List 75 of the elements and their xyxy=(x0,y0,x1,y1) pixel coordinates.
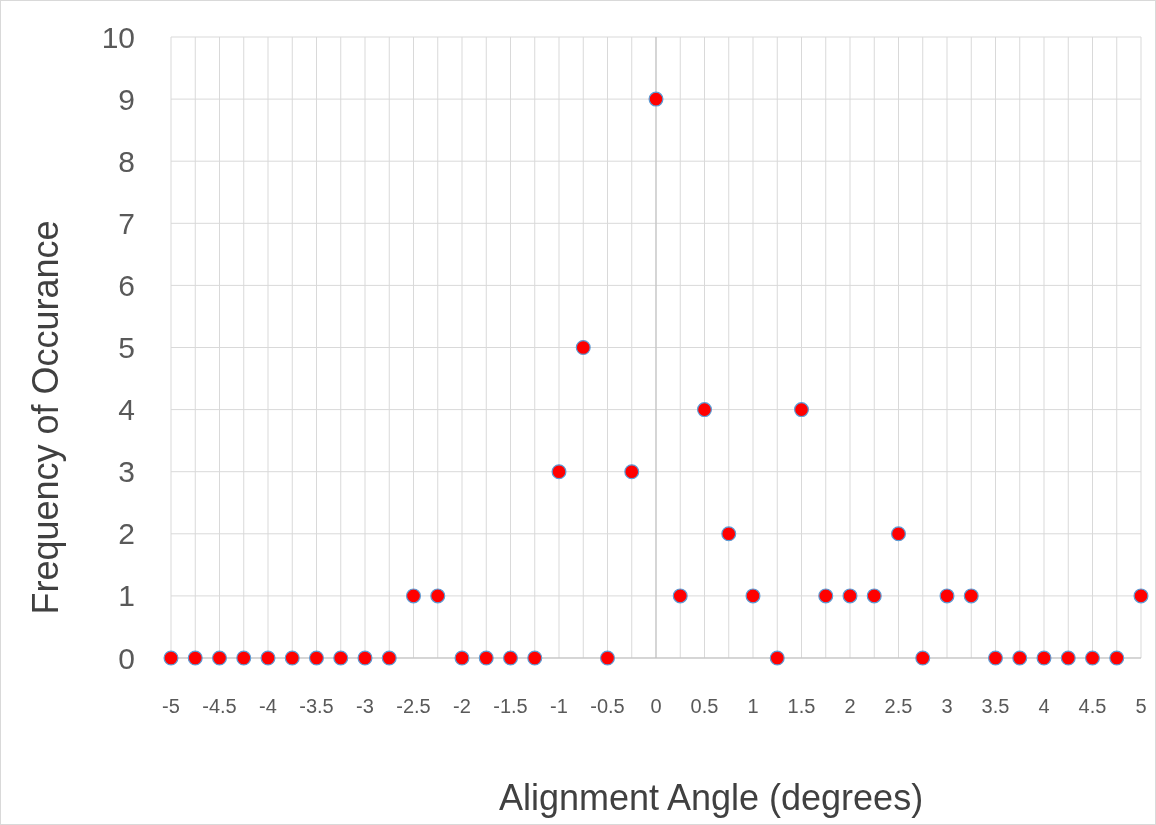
y-tick-label: 0 xyxy=(118,641,135,675)
y-axis-title: Frequency of Occurance xyxy=(25,220,66,615)
x-tick-label: -1 xyxy=(550,695,568,717)
y-tick-label: 4 xyxy=(118,393,135,427)
point xyxy=(890,526,907,542)
point xyxy=(236,650,252,666)
point xyxy=(381,650,397,666)
point xyxy=(1012,650,1028,666)
x-tick-label: -4 xyxy=(259,695,277,717)
y-tick-label: 7 xyxy=(118,206,135,240)
x-tick-label: -4.5 xyxy=(202,695,237,717)
point xyxy=(308,650,325,666)
point xyxy=(1060,650,1076,666)
point xyxy=(551,464,567,480)
y-tick-label: 8 xyxy=(118,144,135,178)
point xyxy=(818,588,834,604)
point xyxy=(939,588,955,604)
x-tick-label: 4.5 xyxy=(1078,695,1107,717)
x-tick-label: -2 xyxy=(453,695,471,717)
x-tick-label: 4 xyxy=(1038,695,1050,717)
x-tick-label: 3 xyxy=(941,695,953,717)
point xyxy=(866,588,882,604)
x-tick-label: 0.5 xyxy=(690,695,719,717)
x-tick-label: -1.5 xyxy=(493,695,528,717)
point xyxy=(575,340,591,355)
point xyxy=(211,650,228,666)
y-tick-label: 10 xyxy=(101,20,135,54)
point xyxy=(987,650,1004,666)
point xyxy=(1084,650,1101,666)
x-tick-label: 2 xyxy=(844,695,856,717)
point xyxy=(599,650,616,666)
point xyxy=(672,588,688,604)
x-tick-label: 3.5 xyxy=(981,695,1010,717)
point xyxy=(721,526,737,542)
point xyxy=(333,650,349,666)
point xyxy=(478,650,494,666)
y-tick-label: 1 xyxy=(118,579,135,613)
point xyxy=(842,588,858,604)
point xyxy=(430,588,446,604)
x-tick-label: -2.5 xyxy=(396,695,431,717)
point xyxy=(187,650,203,666)
y-tick-label: 5 xyxy=(118,331,135,364)
point xyxy=(648,91,664,107)
x-tick-label: -0.5 xyxy=(590,695,625,717)
y-tick-label: 9 xyxy=(118,82,135,116)
point xyxy=(527,650,543,666)
point xyxy=(915,650,931,666)
point xyxy=(163,650,179,666)
point xyxy=(1133,588,1149,604)
point xyxy=(454,650,470,666)
point xyxy=(357,650,373,666)
y-tick-label: 6 xyxy=(118,268,135,302)
point xyxy=(624,464,640,480)
point xyxy=(1109,650,1125,666)
x-tick-label: -3.5 xyxy=(299,695,334,717)
x-tick-label: 0 xyxy=(650,695,662,717)
x-axis-title: Alignment Angle (degrees) xyxy=(498,777,924,818)
point xyxy=(502,650,519,666)
point xyxy=(696,402,713,418)
point xyxy=(793,402,810,418)
point xyxy=(260,650,276,666)
x-tick-label: -5 xyxy=(162,695,180,717)
y-tick-label: 3 xyxy=(118,455,135,489)
y-tick-label: 2 xyxy=(118,517,135,551)
point xyxy=(769,650,785,666)
x-tick-label: 5 xyxy=(1135,695,1147,717)
x-tick-label: -3 xyxy=(356,695,374,717)
x-tick-label: 2.5 xyxy=(884,695,913,717)
x-tick-label: 1.5 xyxy=(787,695,816,717)
point xyxy=(963,588,979,604)
point xyxy=(745,588,761,604)
x-tick-label: 1 xyxy=(747,695,759,717)
point xyxy=(1036,650,1052,666)
point xyxy=(284,650,300,666)
point xyxy=(405,588,422,604)
